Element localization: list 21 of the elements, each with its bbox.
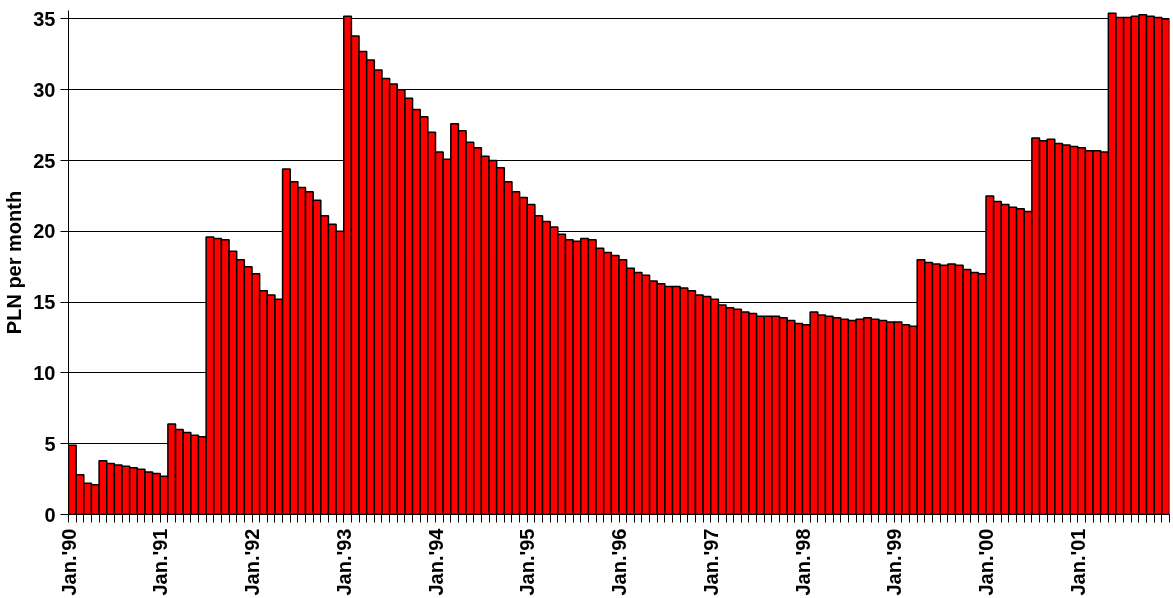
y-tick-label: 10	[33, 361, 56, 384]
y-tick-label: 30	[33, 78, 56, 101]
y-tick-label: 20	[33, 220, 56, 243]
x-tick-label: Jan.'93	[332, 528, 355, 596]
x-tick-label: Jan.'97	[699, 528, 722, 596]
x-tick-label: Jan.'99	[883, 528, 906, 596]
x-tick-label: Jan.'98	[791, 528, 814, 596]
y-axis-title: PLN per month	[3, 190, 26, 335]
x-tick-label: Jan.'95	[516, 528, 539, 596]
x-tick-label: Jan.'94	[424, 527, 447, 596]
y-tick-label: 0	[44, 503, 56, 526]
x-tick-label: Jan.'96	[608, 528, 630, 596]
x-tick-label: Jan.'90	[57, 528, 80, 596]
y-tick-label: 15	[33, 291, 56, 314]
x-tick-label: Jan.'91	[149, 528, 172, 596]
y-tick-label: 35	[33, 7, 56, 30]
y-tick-label: 25	[33, 149, 56, 172]
y-tick-label: 5	[44, 432, 56, 455]
x-tick-label: Jan.'92	[241, 528, 263, 596]
x-tick-label: Jan.'00	[975, 528, 997, 596]
x-tick-label: Jan.'01	[1066, 528, 1089, 596]
